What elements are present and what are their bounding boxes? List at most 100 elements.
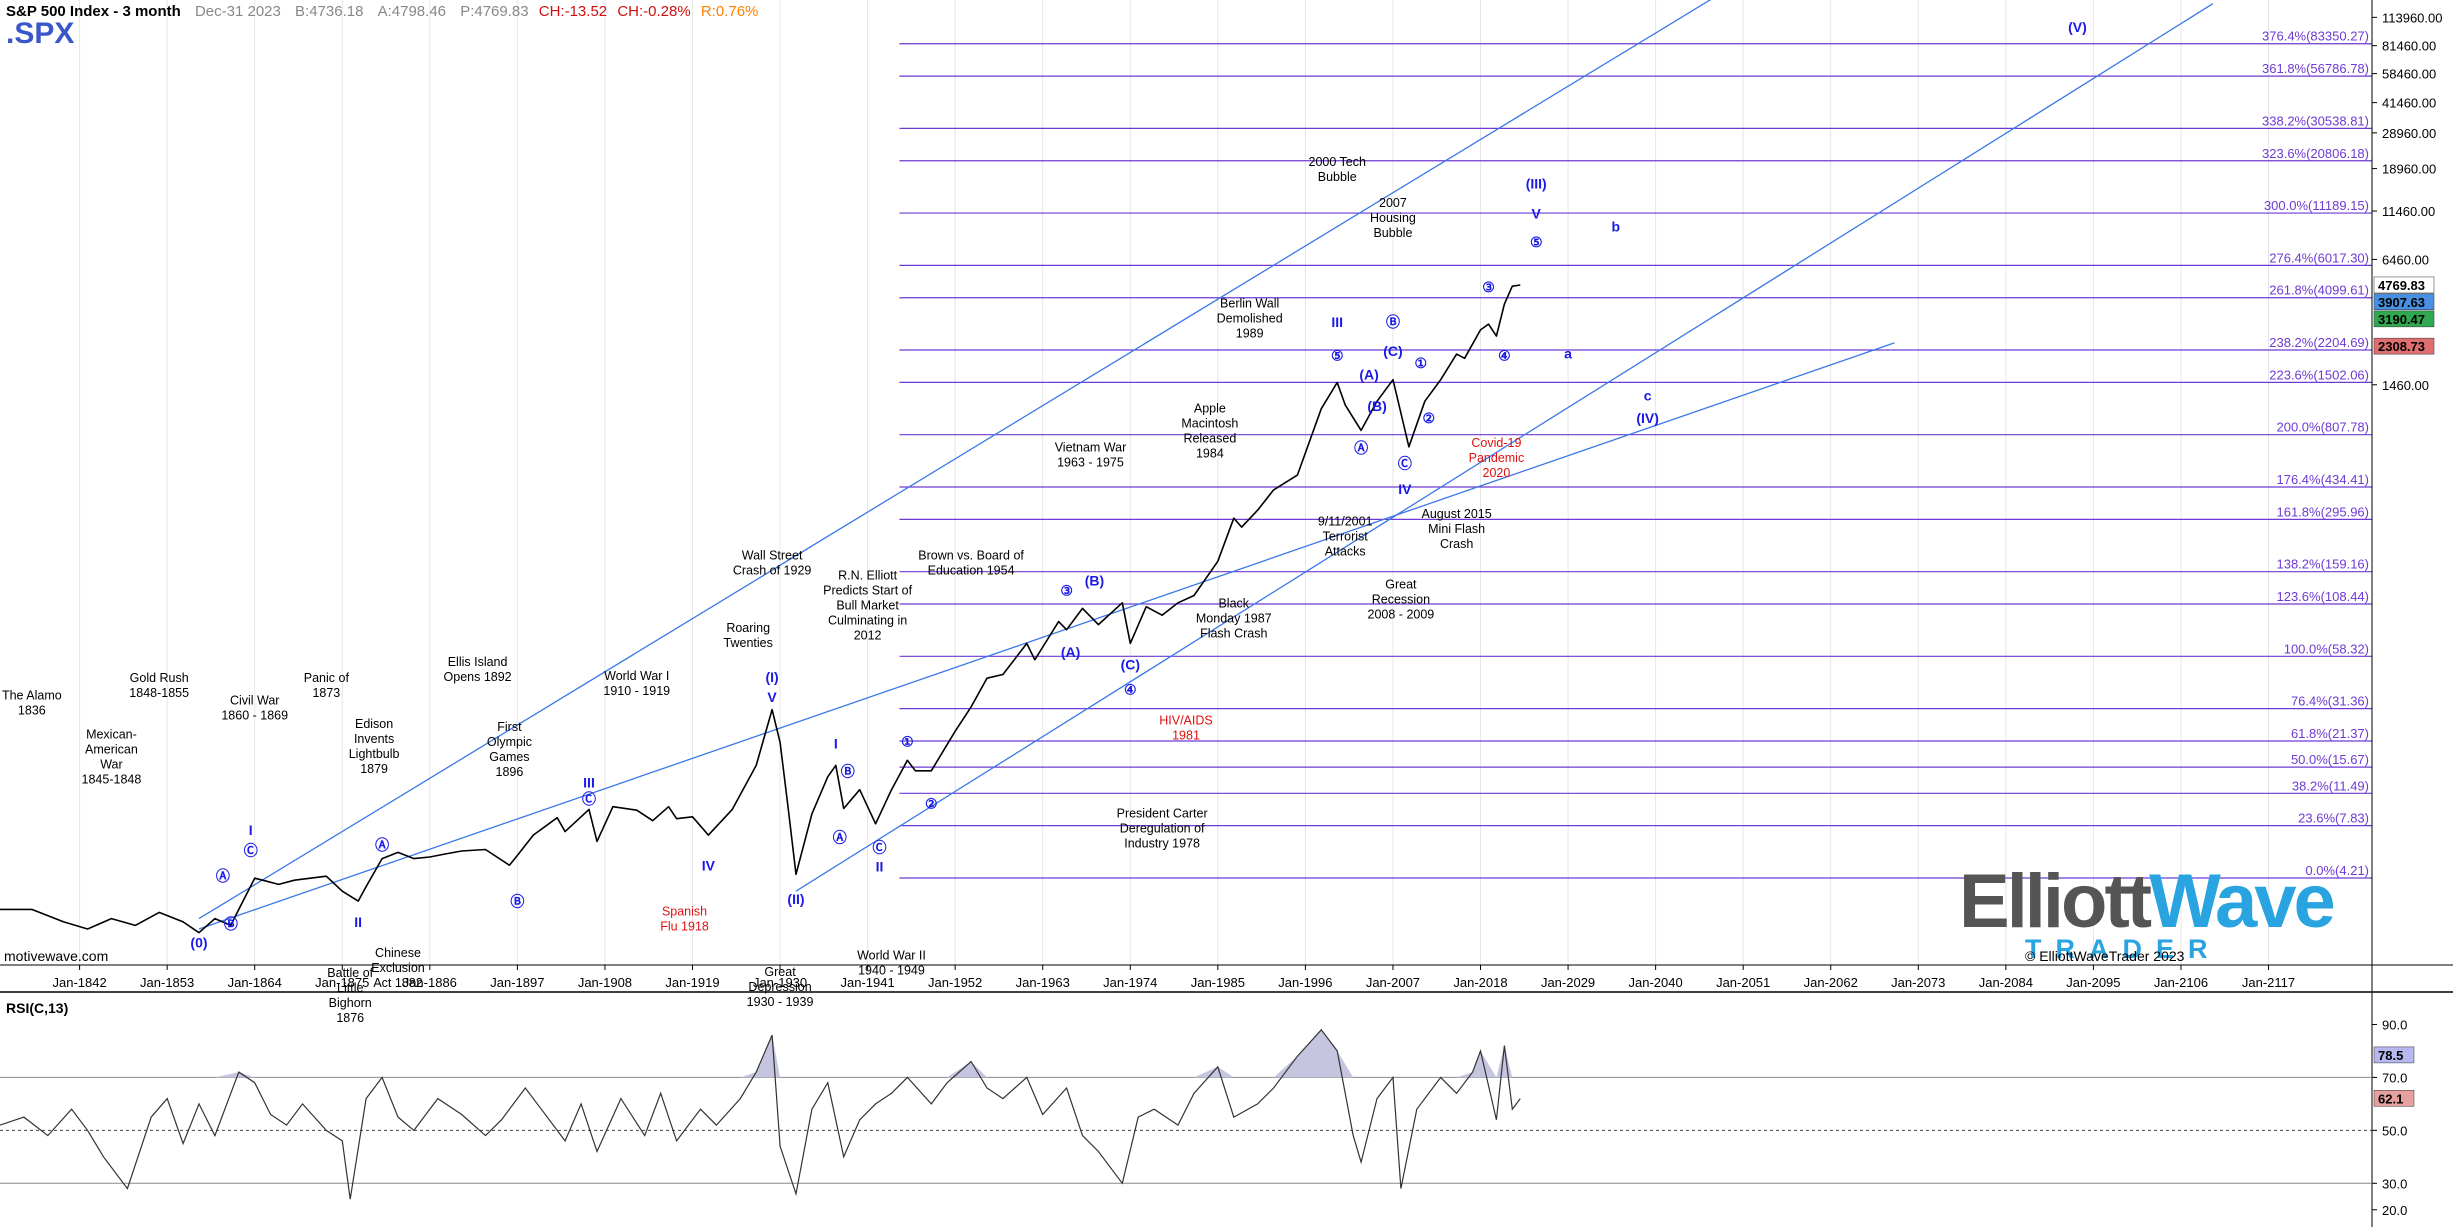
fib-label: 376.4%(83350.27): [2262, 29, 2369, 44]
annotation-line: Act 1882: [373, 976, 422, 990]
x-tick-label: Jan-2117: [2242, 975, 2295, 990]
annotation-line: Predicts Start of: [823, 584, 912, 598]
event-annotation: Mexican-American War 1845-1848: [82, 728, 142, 787]
x-tick-label: Jan-1842: [52, 975, 106, 990]
wave-labels: (0)ⒶⒷIⒸIIⒶⒷIIIⒸIV(I)V(II)IⒷⒶⒸII①②③(A)(B)…: [190, 19, 2086, 951]
annotation-line: Recession: [1372, 593, 1430, 607]
annotation-line: Gold Rush: [130, 671, 189, 685]
event-annotation: Panic of 1873: [304, 671, 350, 700]
x-tick-label: Jan-1886: [403, 975, 457, 990]
x-tick-label: Jan-1985: [1191, 975, 1245, 990]
annotation-line: 2000 Tech: [1309, 155, 1367, 169]
copyright: © ElliottWaveTrader 2023: [2025, 948, 2185, 964]
x-tick-label: Jan-2073: [1891, 975, 1945, 990]
annotation-line: 9/11/2001: [1318, 515, 1373, 529]
fib-levels: 376.4%(83350.27) 361.8%(56786.78) 338.2%(3…: [899, 29, 2372, 879]
wave-label: ②: [925, 795, 938, 811]
event-annotation: Gold Rush 1848-1855: [129, 671, 189, 700]
x-tick-label: Jan-1963: [1016, 975, 1070, 990]
wave-label: Ⓐ: [375, 837, 389, 853]
annotation-line: Monday 1987: [1196, 612, 1272, 626]
x-tick-label: Jan-2007: [1366, 975, 1420, 990]
wave-label: (IV): [1636, 410, 1659, 426]
annotation-line: 1984: [1196, 447, 1224, 461]
wave-label: ④: [1498, 347, 1511, 363]
x-tick-label: Jan-1853: [140, 975, 194, 990]
wave-label: (0): [190, 934, 207, 950]
event-annotation: HIV/AIDS 1981: [1159, 713, 1213, 742]
annotation-line: Apple: [1194, 402, 1226, 416]
wave-label: ③: [1482, 279, 1495, 295]
event-annotation: R.N. Elliott Predicts Start of Bull Market…: [823, 569, 912, 643]
rsi-marker-label: 78.5: [2378, 1048, 2403, 1063]
annotation-line: President Carter: [1117, 807, 1208, 821]
logo-text-b: Wave: [2149, 859, 2336, 944]
wave-label: ①: [1415, 355, 1428, 371]
price-marker: [2373, 337, 2435, 355]
wave-label: ⑤: [1530, 234, 1543, 250]
annotation-line: 2020: [1483, 466, 1511, 480]
x-tick-label: Jan-2018: [1453, 975, 1507, 990]
price-marker: [2373, 276, 2435, 294]
fib-label: 123.6%(108.44): [2276, 589, 2369, 604]
fib-label: 300.0%(11189.15): [2264, 198, 2369, 213]
annotation-line: 1848-1855: [129, 686, 189, 700]
price-marker: [2373, 293, 2435, 311]
elliottwave-logo: ElliottWave TRADER: [1955, 862, 2336, 967]
rsi-tick-label: 20.0: [2382, 1203, 2407, 1218]
annotation-line: 1981: [1172, 728, 1200, 742]
wave-label: (A): [1359, 367, 1378, 383]
fib-label: 276.4%(6017.30): [2269, 250, 2369, 265]
annotation-line: Depression: [748, 980, 811, 994]
x-tick-label: Jan-2084: [1979, 975, 2033, 990]
channel-line: [198, 0, 1712, 920]
annotation-line: Civil War: [230, 693, 280, 707]
fib-label: 261.8%(4099.61): [2269, 283, 2369, 298]
event-annotation: Great Recession 2008 - 2009: [1368, 578, 1435, 622]
x-tick-label: Jan-2051: [1716, 975, 1770, 990]
annotation-line: Mexican-: [86, 728, 137, 742]
wave-label: ⑤: [1331, 347, 1344, 363]
annotation-line: 1989: [1236, 327, 1264, 341]
event-annotation: Covid-19 Pandemic 2020: [1469, 436, 1525, 480]
annotation-line: Vietnam War: [1055, 441, 1127, 455]
annotation-line: 2012: [854, 629, 882, 643]
fib-label: 76.4%(31.36): [2291, 694, 2369, 709]
annotation-line: Education 1954: [928, 563, 1015, 577]
annotation-line: American: [85, 743, 138, 757]
price-marker-label: 2308.73: [2378, 339, 2425, 354]
x-tick-label: Jan-1952: [928, 975, 982, 990]
fib-label: 50.0%(15.67): [2291, 752, 2369, 767]
price-marker-label: 3907.63: [2378, 295, 2425, 310]
annotation-line: Crash: [1440, 537, 1473, 551]
event-annotation: Spanish Flu 1918: [660, 904, 709, 933]
annotation-line: Lightbulb: [349, 747, 400, 761]
wave-label: ④: [1124, 682, 1137, 698]
wave-label: ③: [1060, 582, 1073, 598]
header-date: Dec-31 2023: [194, 3, 281, 20]
rsi-title: RSI(C,13): [6, 1000, 69, 1016]
x-tick-label: Jan-2062: [1804, 975, 1858, 990]
rsi-panel: 90.0 70.0 50.0 30.0 20.0 78.5 62.1: [0, 1017, 2415, 1218]
annotation-line: R.N. Elliott: [838, 569, 898, 583]
wave-label: I: [834, 736, 838, 752]
rsi-tick-label: 90.0: [2382, 1017, 2407, 1032]
fib-label: 23.6%(7.83): [2298, 811, 2369, 826]
event-annotation: President Carter Deregulation of Industry …: [1117, 807, 1208, 851]
y-tick-label: 113960.00: [2382, 10, 2443, 25]
annotation-line: 1873: [312, 686, 340, 700]
annotation-line: Black: [1218, 597, 1249, 611]
wave-label: III: [1331, 314, 1343, 330]
wave-label: IV: [1398, 481, 1412, 497]
annotation-line: August 2015: [1422, 507, 1492, 521]
price-series: [0, 284, 1521, 934]
fib-label: 323.6%(20806.18): [2262, 146, 2369, 161]
annotation-line: Invents: [354, 732, 394, 746]
header-price: P:4769.83: [460, 3, 529, 20]
rsi-overbought-fill: [0, 1029, 1521, 1078]
annotation-line: Flu 1918: [660, 919, 709, 933]
wave-label: (B): [1085, 573, 1104, 589]
wave-label: (V): [2068, 19, 2087, 35]
annotation-line: Olympic: [487, 735, 532, 749]
